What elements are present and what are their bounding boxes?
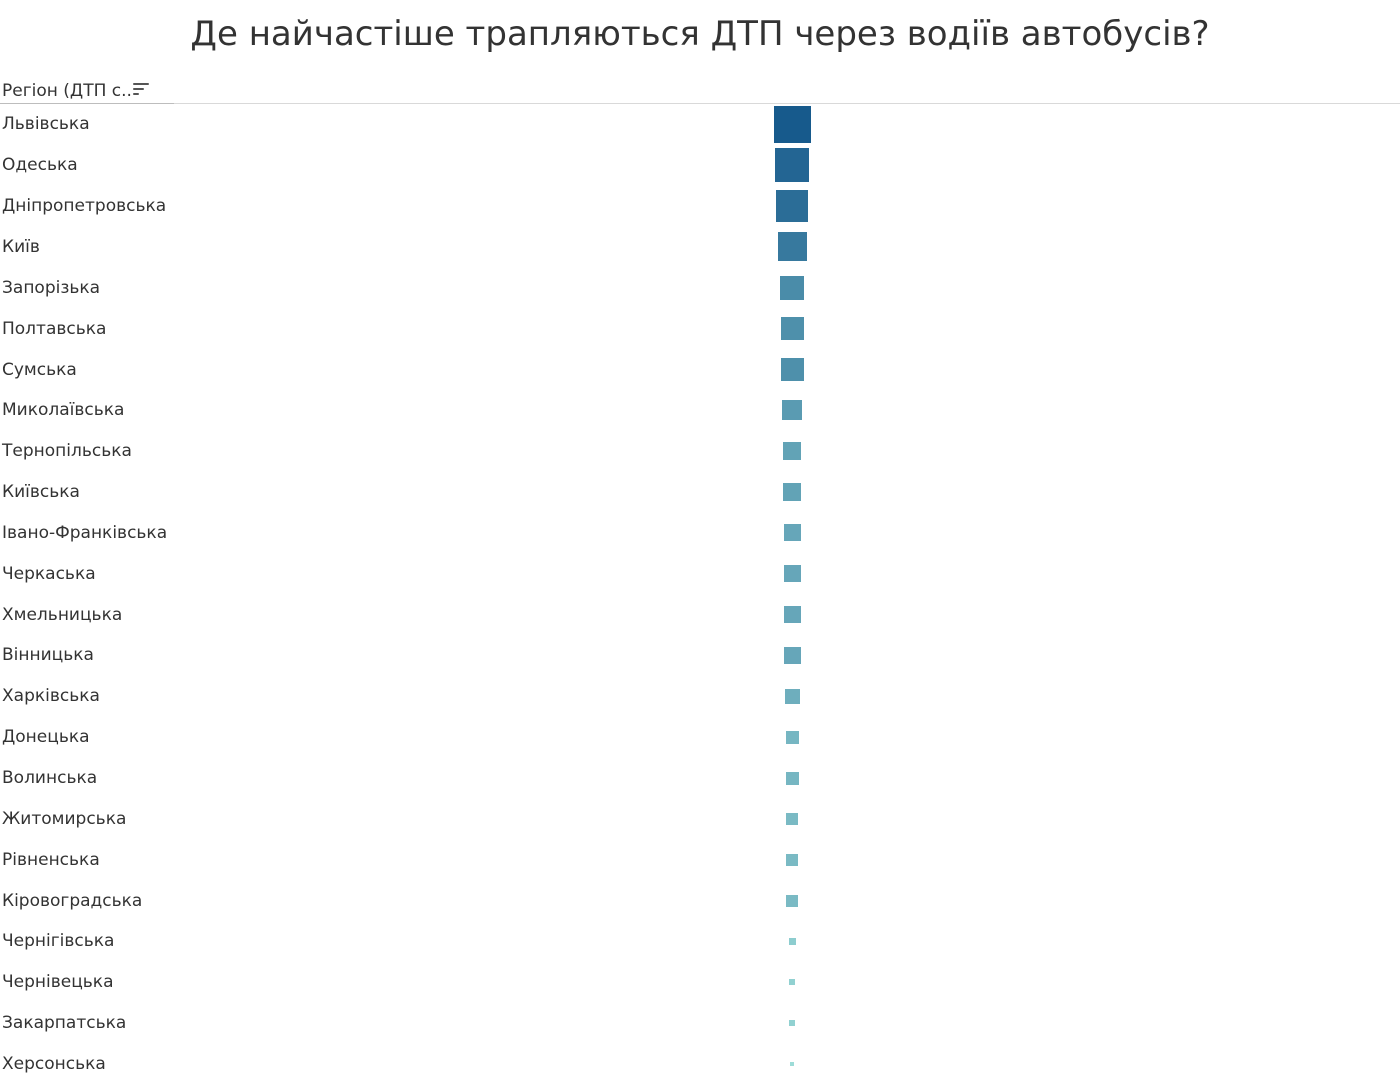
table-row[interactable]: Вінницька: [0, 635, 1400, 676]
row-label: Вінницька: [2, 645, 94, 666]
table-row[interactable]: Волинська: [0, 758, 1400, 799]
size-mark[interactable]: [783, 646, 801, 664]
table-row[interactable]: Київська: [0, 472, 1400, 513]
row-label: Київ: [2, 236, 40, 257]
size-mark[interactable]: [783, 524, 801, 542]
size-mark[interactable]: [783, 606, 801, 624]
size-mark[interactable]: [786, 853, 798, 866]
table-row[interactable]: Миколаївська: [0, 390, 1400, 431]
table-row[interactable]: Київ: [0, 227, 1400, 268]
table-row[interactable]: Рівненська: [0, 839, 1400, 880]
table-row[interactable]: Івано-Франківська: [0, 513, 1400, 554]
table-row[interactable]: Дніпропетровська: [0, 186, 1400, 227]
size-mark[interactable]: [786, 812, 798, 825]
row-label: Дніпропетровська: [2, 196, 167, 217]
table-row[interactable]: Запорізька: [0, 267, 1400, 308]
table-row[interactable]: Закарпатська: [0, 1003, 1400, 1044]
table-row[interactable]: Львівська: [0, 104, 1400, 145]
row-label: Миколаївська: [2, 400, 125, 421]
row-label: Хмельницька: [2, 604, 123, 625]
size-mark[interactable]: [789, 979, 795, 986]
row-label: Чернівецька: [2, 972, 114, 993]
table-row[interactable]: Чернігівська: [0, 921, 1400, 962]
size-mark[interactable]: [785, 730, 799, 744]
table-row[interactable]: Хмельницька: [0, 594, 1400, 635]
table-row[interactable]: Херсонська: [0, 1044, 1400, 1080]
size-mark[interactable]: [783, 565, 801, 583]
size-mark[interactable]: [776, 190, 808, 223]
row-label: Кіровоградська: [2, 890, 143, 911]
size-mark[interactable]: [785, 771, 799, 785]
row-label: Тернопільська: [2, 441, 132, 462]
size-mark[interactable]: [773, 105, 811, 143]
row-label: Харківська: [2, 686, 100, 707]
table-row[interactable]: Одеська: [0, 145, 1400, 186]
size-mark[interactable]: [790, 1061, 794, 1066]
row-label: Чернігівська: [2, 931, 115, 952]
row-label: Закарпатська: [2, 1013, 127, 1034]
row-label: Одеська: [2, 155, 78, 176]
table-row[interactable]: Тернопільська: [0, 431, 1400, 472]
size-mark[interactable]: [788, 937, 796, 945]
table-row[interactable]: Кіровоградська: [0, 880, 1400, 921]
table-row[interactable]: Полтавська: [0, 308, 1400, 349]
row-label: Черкаська: [2, 563, 96, 584]
size-mark[interactable]: [777, 232, 807, 262]
table-row[interactable]: Черкаська: [0, 553, 1400, 594]
size-mark[interactable]: [775, 148, 809, 183]
table-row[interactable]: Донецька: [0, 717, 1400, 758]
chart-rows: Львівська Одеська Дніпропетровська Київ Запо…: [0, 104, 1400, 1080]
size-mark[interactable]: [786, 894, 798, 907]
size-mark[interactable]: [784, 688, 800, 704]
row-label: Львівська: [2, 114, 90, 135]
row-label: Сумська: [2, 359, 77, 380]
size-mark[interactable]: [783, 483, 801, 502]
size-mark[interactable]: [780, 317, 804, 341]
row-label: Івано-Франківська: [2, 522, 168, 543]
row-label: Запорізька: [2, 277, 101, 298]
header-divider: [0, 103, 1400, 104]
sort-descending-icon[interactable]: [133, 83, 149, 97]
table-row[interactable]: Харківська: [0, 676, 1400, 717]
header-divider-label-column: [0, 103, 174, 104]
row-label: Полтавська: [2, 318, 107, 339]
row-label: Херсонська: [2, 1053, 106, 1074]
size-mark[interactable]: [789, 1020, 795, 1027]
row-label: Волинська: [2, 768, 98, 789]
row-label: Київська: [2, 482, 80, 503]
column-header: Регіон (ДТП с..: [0, 78, 1400, 104]
row-label: Житомирська: [2, 808, 127, 829]
size-mark[interactable]: [782, 400, 802, 421]
size-mark[interactable]: [780, 358, 804, 382]
table-row[interactable]: Житомирська: [0, 798, 1400, 839]
size-mark[interactable]: [780, 275, 804, 300]
row-label: Рівненська: [2, 849, 100, 870]
table-row[interactable]: Сумська: [0, 349, 1400, 390]
chart-title: Де найчастіше трапляються ДТП через воді…: [190, 14, 1210, 54]
column-header-label[interactable]: Регіон (ДТП с..: [2, 81, 132, 101]
size-mark[interactable]: [783, 442, 801, 461]
row-label: Донецька: [2, 727, 90, 748]
table-row[interactable]: Чернівецька: [0, 962, 1400, 1003]
